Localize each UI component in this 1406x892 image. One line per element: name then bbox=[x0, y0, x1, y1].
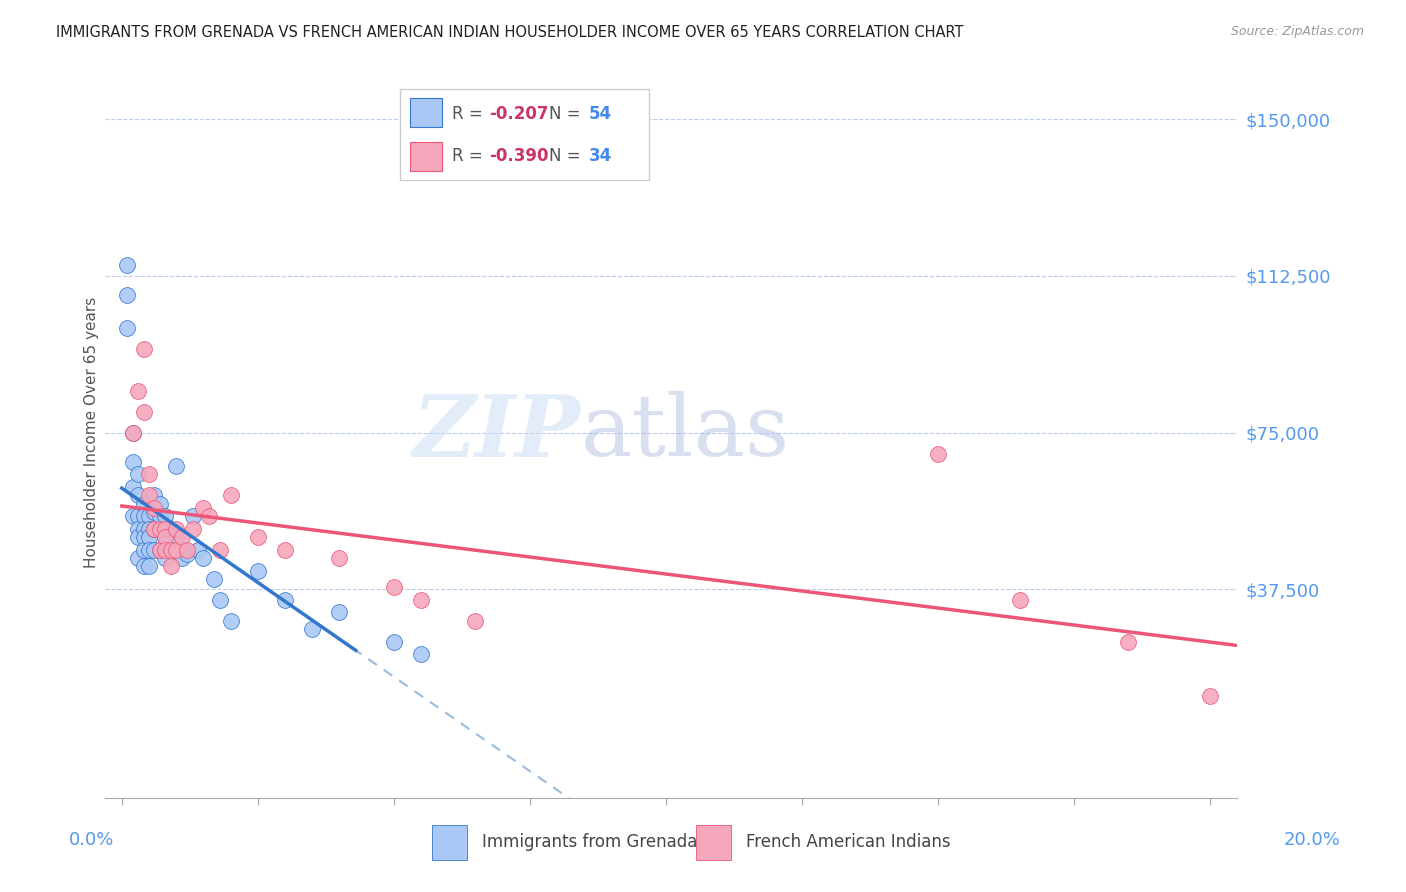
Point bbox=[132, 509, 155, 524]
Point bbox=[143, 500, 166, 515]
Text: Source: ZipAtlas.com: Source: ZipAtlas.com bbox=[1230, 25, 1364, 38]
Point bbox=[301, 622, 323, 636]
Point bbox=[155, 530, 177, 544]
Text: 0.0%: 0.0% bbox=[69, 831, 114, 849]
Point bbox=[155, 542, 177, 557]
Point bbox=[193, 551, 215, 566]
Point bbox=[138, 467, 160, 482]
Point bbox=[132, 497, 155, 511]
Point bbox=[274, 592, 297, 607]
Point bbox=[165, 458, 187, 473]
Point bbox=[159, 522, 181, 536]
Point bbox=[246, 564, 269, 578]
Point bbox=[159, 542, 181, 557]
Point bbox=[219, 614, 242, 628]
Point bbox=[115, 287, 138, 301]
Point bbox=[208, 542, 231, 557]
Point bbox=[121, 509, 143, 524]
Point bbox=[138, 509, 160, 524]
Point bbox=[155, 530, 177, 544]
Point bbox=[274, 542, 297, 557]
Point bbox=[155, 522, 177, 536]
Point bbox=[149, 509, 172, 524]
Point bbox=[1008, 592, 1031, 607]
Point bbox=[170, 530, 193, 544]
Point bbox=[328, 605, 350, 619]
Point bbox=[121, 455, 143, 469]
Text: ZIP: ZIP bbox=[413, 391, 581, 475]
Point bbox=[132, 405, 155, 419]
Point bbox=[159, 542, 181, 557]
Point bbox=[121, 425, 143, 440]
Point bbox=[121, 480, 143, 494]
Y-axis label: Householder Income Over 65 years: Householder Income Over 65 years bbox=[84, 297, 98, 568]
Point bbox=[159, 559, 181, 574]
Point bbox=[170, 542, 193, 557]
Point bbox=[143, 488, 166, 502]
Point bbox=[127, 384, 149, 398]
Point bbox=[198, 509, 221, 524]
Point bbox=[115, 259, 138, 273]
Point bbox=[208, 592, 231, 607]
Point bbox=[127, 551, 149, 566]
Point bbox=[127, 509, 149, 524]
Text: atlas: atlas bbox=[581, 391, 790, 475]
Point bbox=[149, 522, 172, 536]
Point bbox=[127, 530, 149, 544]
Point bbox=[176, 542, 198, 557]
Text: IMMIGRANTS FROM GRENADA VS FRENCH AMERICAN INDIAN HOUSEHOLDER INCOME OVER 65 YEA: IMMIGRANTS FROM GRENADA VS FRENCH AMERIC… bbox=[56, 25, 963, 40]
Point bbox=[176, 547, 198, 561]
Point bbox=[187, 542, 209, 557]
Point bbox=[127, 467, 149, 482]
Text: 20.0%: 20.0% bbox=[1284, 831, 1340, 849]
Point bbox=[132, 522, 155, 536]
Point bbox=[115, 321, 138, 335]
Point bbox=[138, 530, 160, 544]
Point bbox=[165, 530, 187, 544]
Point bbox=[138, 522, 160, 536]
Point bbox=[132, 559, 155, 574]
Point bbox=[181, 522, 204, 536]
Point bbox=[143, 505, 166, 519]
Point bbox=[149, 522, 172, 536]
Point bbox=[202, 572, 225, 586]
Point bbox=[382, 580, 405, 594]
Point bbox=[382, 634, 405, 648]
Point bbox=[149, 542, 172, 557]
Point bbox=[138, 488, 160, 502]
Point bbox=[127, 488, 149, 502]
Point bbox=[927, 446, 949, 460]
Point bbox=[1118, 634, 1140, 648]
Point bbox=[464, 614, 486, 628]
Point bbox=[181, 509, 204, 524]
Point bbox=[409, 592, 432, 607]
Point bbox=[328, 551, 350, 566]
Point bbox=[138, 559, 160, 574]
Point bbox=[170, 551, 193, 566]
Point bbox=[409, 647, 432, 661]
Point bbox=[149, 542, 172, 557]
Point bbox=[165, 542, 187, 557]
Point bbox=[143, 542, 166, 557]
Point bbox=[132, 542, 155, 557]
Point bbox=[143, 522, 166, 536]
Point bbox=[138, 542, 160, 557]
Point bbox=[127, 522, 149, 536]
Point bbox=[132, 342, 155, 356]
Point bbox=[121, 425, 143, 440]
Point bbox=[246, 530, 269, 544]
Point bbox=[155, 509, 177, 524]
Point bbox=[1199, 689, 1222, 703]
Point bbox=[149, 497, 172, 511]
Point bbox=[155, 551, 177, 566]
Point bbox=[143, 522, 166, 536]
Point bbox=[132, 530, 155, 544]
Point bbox=[165, 522, 187, 536]
Point bbox=[219, 488, 242, 502]
Point bbox=[193, 500, 215, 515]
